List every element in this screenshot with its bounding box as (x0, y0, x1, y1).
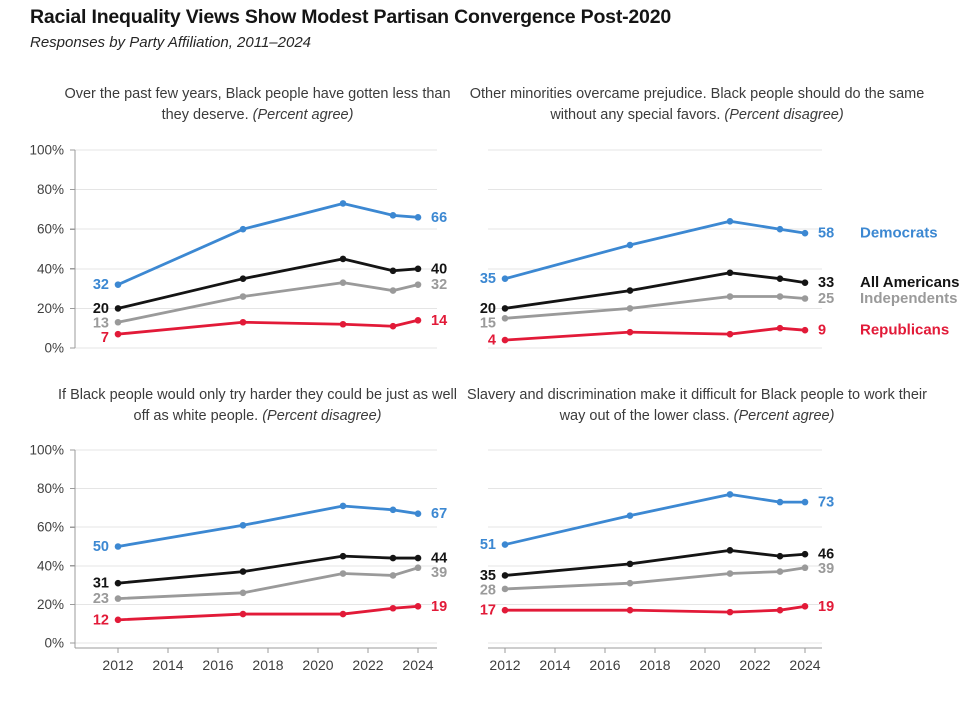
svg-text:20%: 20% (37, 301, 64, 316)
svg-text:2016: 2016 (589, 657, 620, 673)
svg-text:2014: 2014 (539, 657, 570, 673)
panel-measure: (Percent disagree) (724, 107, 844, 124)
svg-text:Independents: Independents (860, 290, 958, 307)
svg-text:0%: 0% (44, 636, 64, 651)
svg-text:44: 44 (431, 551, 447, 567)
svg-text:23: 23 (93, 591, 109, 607)
svg-text:73: 73 (818, 495, 834, 511)
panel-statement: Other minorities overcame prejudice. Bla… (469, 86, 925, 124)
panel-title-top-right: Other minorities overcame prejudice. Bla… (458, 84, 936, 127)
svg-text:7: 7 (101, 330, 109, 346)
svg-text:2018: 2018 (639, 657, 670, 673)
svg-text:39: 39 (431, 565, 447, 581)
svg-text:2012: 2012 (102, 657, 133, 673)
svg-text:28: 28 (480, 582, 496, 598)
panel-statement: Over the past few years, Black people ha… (64, 86, 451, 124)
svg-text:19: 19 (818, 599, 834, 615)
svg-text:20%: 20% (37, 597, 64, 612)
panel-measure: (Percent disagree) (262, 408, 382, 425)
svg-text:33: 33 (818, 275, 834, 291)
svg-text:40%: 40% (37, 558, 64, 573)
svg-text:25: 25 (818, 291, 834, 307)
panel-statement: Slavery and discrimination make it diffi… (467, 387, 927, 425)
svg-text:20: 20 (480, 301, 496, 317)
svg-text:39: 39 (818, 561, 834, 577)
svg-text:40: 40 (431, 261, 447, 277)
svg-text:12: 12 (93, 612, 109, 628)
svg-text:2014: 2014 (152, 657, 183, 673)
svg-text:0%: 0% (44, 341, 64, 356)
svg-text:40%: 40% (37, 261, 64, 276)
svg-text:66: 66 (431, 210, 447, 226)
svg-text:2012: 2012 (489, 657, 520, 673)
svg-text:60%: 60% (37, 520, 64, 535)
panel-measure: (Percent agree) (252, 107, 354, 124)
panel-title-top-left: Over the past few years, Black people ha… (50, 84, 465, 127)
svg-text:2024: 2024 (789, 657, 820, 673)
svg-text:58: 58 (818, 226, 834, 242)
svg-text:All Americans: All Americans (860, 274, 960, 291)
svg-text:100%: 100% (29, 143, 64, 158)
svg-text:9: 9 (818, 323, 826, 339)
svg-text:67: 67 (431, 506, 447, 522)
panel-statement: If Black people would only try harder th… (58, 387, 457, 425)
svg-text:100%: 100% (29, 443, 64, 458)
svg-text:32: 32 (93, 277, 109, 293)
svg-text:32: 32 (431, 277, 447, 293)
svg-text:35: 35 (480, 271, 496, 287)
svg-text:35: 35 (480, 568, 496, 584)
svg-text:80%: 80% (37, 182, 64, 197)
svg-text:4: 4 (488, 333, 496, 349)
svg-text:19: 19 (431, 599, 447, 615)
svg-text:2018: 2018 (252, 657, 283, 673)
line-chart-bottom-left: 0% 20% 40% 60% 80% 100% 2012 2014 2016 2018 2020 20… (29, 443, 447, 674)
svg-text:80%: 80% (37, 481, 64, 496)
svg-text:51: 51 (480, 537, 496, 553)
svg-text:13: 13 (93, 315, 109, 331)
svg-text:2020: 2020 (302, 657, 333, 673)
svg-text:2020: 2020 (689, 657, 720, 673)
svg-text:15: 15 (480, 315, 496, 331)
svg-text:46: 46 (818, 547, 834, 563)
panel-title-bottom-right: Slavery and discrimination make it diffi… (458, 385, 936, 428)
svg-text:2022: 2022 (352, 657, 383, 673)
svg-text:50: 50 (93, 539, 109, 555)
svg-text:2022: 2022 (739, 657, 770, 673)
svg-text:31: 31 (93, 576, 109, 592)
panel-title-bottom-left: If Black people would only try harder th… (50, 385, 465, 428)
svg-text:14: 14 (431, 313, 447, 329)
svg-text:2024: 2024 (402, 657, 433, 673)
svg-text:60%: 60% (37, 222, 64, 237)
svg-text:20: 20 (93, 301, 109, 317)
page-title: Racial Inequality Views Show Modest Part… (30, 6, 671, 28)
svg-text:17: 17 (480, 603, 496, 619)
svg-text:Democrats: Democrats (860, 225, 938, 242)
svg-text:2016: 2016 (202, 657, 233, 673)
page-subtitle: Responses by Party Affiliation, 2011–202… (30, 34, 312, 51)
svg-text:Republicans: Republicans (860, 322, 949, 339)
panel-measure: (Percent agree) (733, 408, 835, 425)
